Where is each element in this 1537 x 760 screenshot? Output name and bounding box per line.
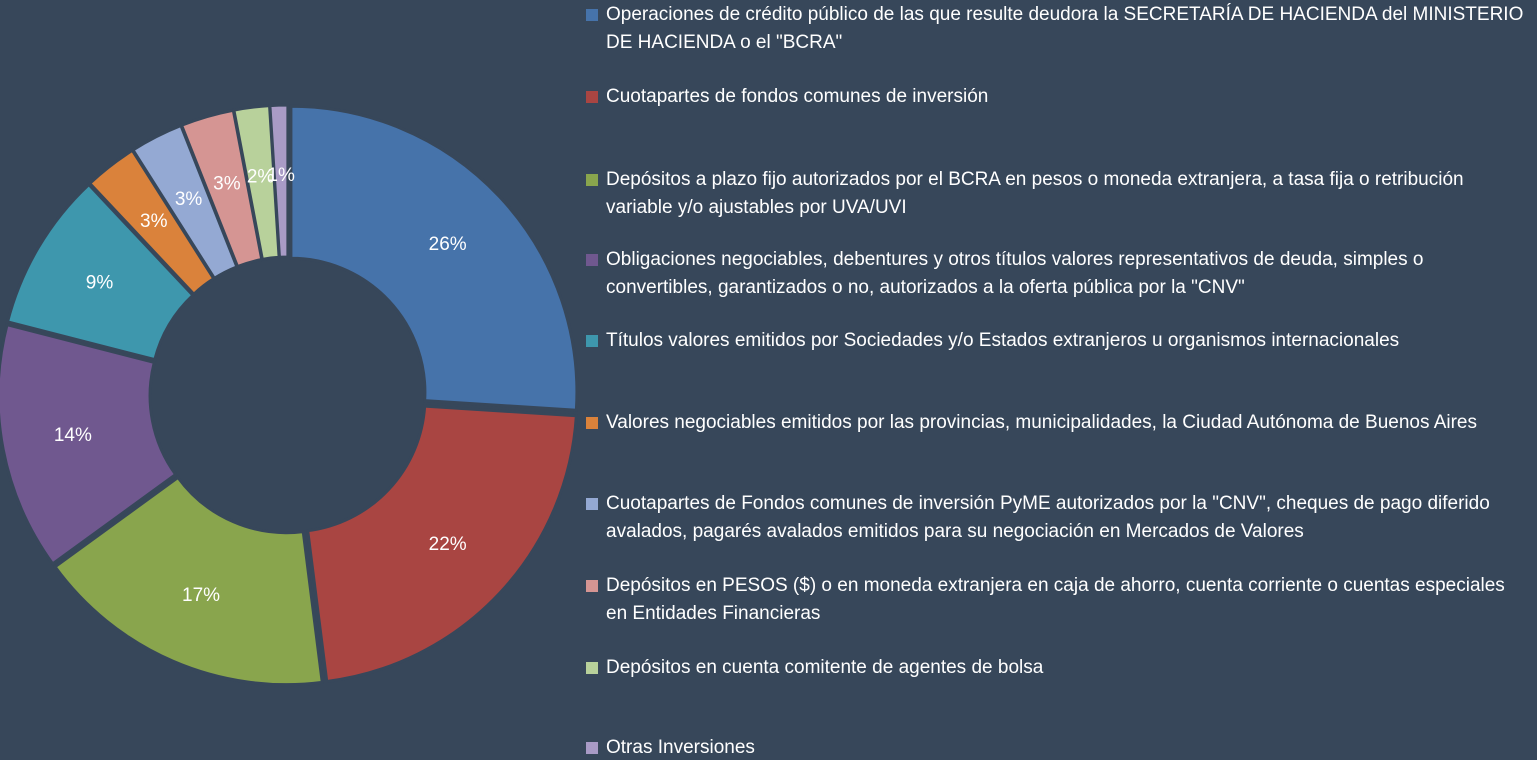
legend-label: Valores negociables emitidos por las pro… xyxy=(606,412,1477,433)
data-label: 2% xyxy=(247,167,275,188)
data-label: 22% xyxy=(429,534,467,555)
legend-item: Títulos valores emitidos por Sociedades … xyxy=(586,327,1531,355)
legend-label: Depósitos en cuenta comitente de agentes… xyxy=(606,657,1044,678)
legend-swatch xyxy=(586,498,598,510)
legend-item: Cuotapartes de fondos comunes de inversi… xyxy=(586,83,1531,111)
data-label: 3% xyxy=(140,211,168,232)
legend-swatch xyxy=(586,174,598,186)
legend-swatch xyxy=(586,417,598,429)
legend-item: Depósitos en cuenta comitente de agentes… xyxy=(586,654,1531,682)
data-label: 1% xyxy=(267,165,295,186)
legend-item: Operaciones de crédito público de las qu… xyxy=(586,1,1531,57)
legend-label: Obligaciones negociables, debentures y o… xyxy=(606,249,1424,298)
data-label: 14% xyxy=(54,425,92,446)
data-label: 9% xyxy=(86,273,114,294)
legend-swatch xyxy=(586,91,598,103)
legend-swatch xyxy=(586,9,598,21)
data-label: 3% xyxy=(213,174,241,195)
legend-item: Otras Inversiones xyxy=(586,734,1531,760)
slice xyxy=(5,182,195,362)
legend-swatch xyxy=(586,335,598,347)
legend-label: Cuotapartes de Fondos comunes de inversi… xyxy=(606,493,1490,542)
legend-swatch xyxy=(586,580,598,592)
slice xyxy=(268,103,290,259)
legend-swatch xyxy=(586,662,598,674)
legend-label: Títulos valores emitidos por Sociedades … xyxy=(606,330,1400,351)
legend-label: Operaciones de crédito público de las qu… xyxy=(606,4,1524,53)
legend-swatch xyxy=(586,742,598,754)
legend-item: Depósitos en PESOS ($) o en moneda extra… xyxy=(586,572,1531,628)
legend-label: Depósitos en PESOS ($) o en moneda extra… xyxy=(606,575,1505,624)
data-label: 3% xyxy=(175,189,203,210)
legend-label: Depósitos a plazo fijo autorizados por e… xyxy=(606,169,1464,218)
legend-item: Valores negociables emitidos por las pro… xyxy=(586,409,1531,437)
slice xyxy=(306,404,578,684)
slice xyxy=(0,322,178,566)
data-label: 26% xyxy=(429,234,467,255)
legend-item: Cuotapartes de Fondos comunes de inversi… xyxy=(586,490,1531,546)
legend-label: Cuotapartes de fondos comunes de inversi… xyxy=(606,86,989,107)
slice xyxy=(52,475,324,687)
legend-item: Obligaciones negociables, debentures y o… xyxy=(586,246,1531,302)
legend-item: Depósitos a plazo fijo autorizados por e… xyxy=(586,166,1531,222)
data-label: 17% xyxy=(182,585,220,606)
slice xyxy=(289,104,579,412)
legend-label: Otras Inversiones xyxy=(606,737,755,758)
legend-swatch xyxy=(586,254,598,266)
donut: 26% 22% 17% 14% 9% 3% 3% 3% 2%1% xyxy=(0,103,579,687)
